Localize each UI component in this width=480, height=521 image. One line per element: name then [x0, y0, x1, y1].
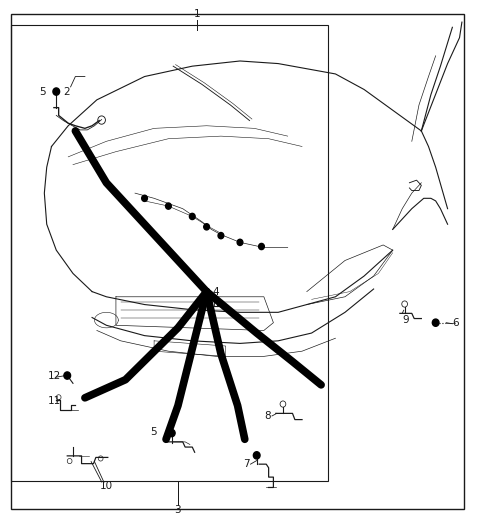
Circle shape [53, 88, 60, 95]
Text: 4: 4 [213, 287, 219, 296]
Text: 12: 12 [48, 370, 61, 380]
Circle shape [237, 239, 243, 245]
Circle shape [142, 195, 147, 202]
Circle shape [166, 203, 171, 209]
Circle shape [253, 452, 260, 459]
Text: 1: 1 [194, 9, 200, 19]
Text: 8: 8 [264, 411, 271, 421]
Circle shape [218, 232, 224, 239]
Circle shape [204, 224, 209, 230]
Text: 7: 7 [243, 459, 250, 469]
Circle shape [168, 429, 175, 437]
Bar [11, 24, 328, 481]
Circle shape [190, 213, 195, 219]
Text: 10: 10 [100, 481, 113, 491]
Text: 3: 3 [175, 505, 181, 515]
Circle shape [432, 319, 439, 326]
Text: 2: 2 [63, 86, 70, 96]
Text: 5: 5 [150, 427, 156, 437]
Text: 5: 5 [39, 86, 46, 96]
Circle shape [259, 243, 264, 250]
Text: 11: 11 [48, 396, 61, 406]
Text: 6: 6 [452, 318, 459, 328]
Circle shape [64, 372, 71, 379]
Text: 9: 9 [402, 315, 409, 325]
